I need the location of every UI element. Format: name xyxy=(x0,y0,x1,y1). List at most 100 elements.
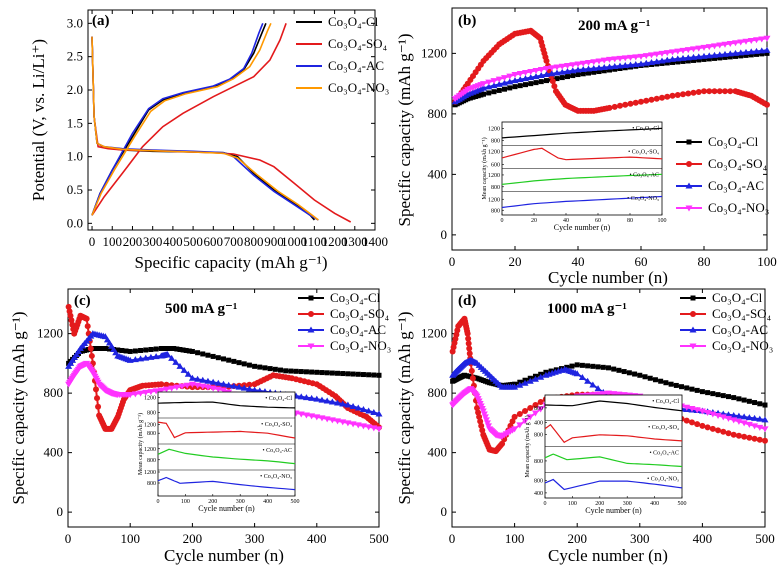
series-AC-point xyxy=(131,356,139,363)
y-tick-label: 400 xyxy=(428,445,448,460)
series-NO3-point xyxy=(359,423,367,430)
y-axis-label-b: Specific capacity (mAh g⁻¹) xyxy=(395,34,414,227)
series-Cl-point xyxy=(278,367,284,373)
series-NO3-point xyxy=(194,382,202,389)
series-NO3-point xyxy=(349,421,357,428)
x-tick-label: 20 xyxy=(509,254,522,269)
series-SO4-point xyxy=(715,427,722,434)
series-NO3-point xyxy=(537,406,545,413)
series-AC-point xyxy=(742,48,750,55)
series-NO3-point xyxy=(370,425,378,432)
series-NO3-point xyxy=(683,404,691,411)
inset-series-1 xyxy=(157,421,296,439)
series-Cl-point xyxy=(174,346,180,352)
series-SO4-point xyxy=(699,422,706,429)
inset-y-tick-label: 1200 xyxy=(488,197,500,203)
series-AC-point xyxy=(537,373,545,380)
series-AC-point xyxy=(653,58,661,65)
series-Cl-point xyxy=(473,93,479,99)
series-AC-point xyxy=(585,65,592,72)
x-tick-label: 200 xyxy=(567,531,587,546)
rate-label-c: 500 mA g⁻¹ xyxy=(165,301,237,317)
y-tick-label: 400 xyxy=(44,445,64,460)
series-NO3-point xyxy=(516,422,524,429)
series-Cl-point xyxy=(626,370,632,376)
series-Cl-point xyxy=(668,381,674,387)
series-Cl-point xyxy=(355,371,361,377)
series-SO4-point xyxy=(669,92,676,99)
series-NO3-point xyxy=(157,387,165,394)
series-SO4-point xyxy=(694,421,701,428)
series-NO3-point xyxy=(690,46,697,53)
inset-x-axis-label: Cycle number (n) xyxy=(585,506,642,515)
series-SO4-point xyxy=(606,104,613,111)
series-AC-point xyxy=(220,380,227,387)
series-SO4-point xyxy=(94,395,101,402)
series-NO3-point xyxy=(522,70,529,77)
series-Cl-point xyxy=(647,375,653,381)
series-SO4-point xyxy=(664,93,671,100)
series-Cl-point xyxy=(236,360,242,366)
series-NO3-point xyxy=(532,68,540,75)
series-Cl-point xyxy=(743,52,749,58)
series-NO3-point xyxy=(220,387,227,394)
series-NO3-point xyxy=(214,386,222,393)
series-Cl-point xyxy=(658,378,664,384)
inset-x-tick-label: 500 xyxy=(678,501,687,507)
x-tick-label: 1000 xyxy=(281,234,307,249)
series-Cl-point xyxy=(246,362,252,368)
series-Cl-point xyxy=(215,355,221,361)
x-tick-label: 1100 xyxy=(302,234,328,249)
series-NO3-point xyxy=(763,35,771,42)
series-AC-point xyxy=(344,401,352,408)
charge-curve-Cl xyxy=(91,22,267,216)
legend-label-SO4: Co₃O₄-SO₄ xyxy=(328,36,388,51)
series-NO3-point xyxy=(642,53,650,60)
series-Cl-point xyxy=(694,387,700,393)
series-AC-point xyxy=(594,385,602,392)
series-AC-point xyxy=(679,54,687,61)
series-NO3-point xyxy=(548,65,556,72)
discharge-curve-AC xyxy=(91,36,319,221)
series-AC-point xyxy=(147,353,155,360)
plot-frame-b xyxy=(451,7,768,251)
legend-marker-AC-point xyxy=(689,326,697,333)
legend-label-NO3: Co₃O₄-NO₃ xyxy=(328,80,389,95)
series-Cl-point xyxy=(715,392,721,398)
rate-label-d: 1000 mA g⁻¹ xyxy=(547,301,627,317)
series-AC-point xyxy=(595,64,603,71)
series-Cl-point xyxy=(345,371,351,377)
series-Cl-point xyxy=(481,91,486,97)
series-NO3-point xyxy=(328,417,336,424)
y-tick-label: 0.0 xyxy=(67,215,83,230)
series-NO3-point xyxy=(574,61,582,68)
inset-series-2 xyxy=(544,453,683,468)
series-SO4-point xyxy=(746,434,753,441)
legend-label-AC: Co₃O₄-AC xyxy=(708,178,764,193)
inset-series-3 xyxy=(157,476,296,491)
series-AC-point xyxy=(747,48,755,55)
series-SO4-point xyxy=(695,88,702,95)
series-SO4-point xyxy=(246,381,253,388)
legend-label-NO3: Co₃O₄-NO₃ xyxy=(712,338,773,353)
series-Cl-point xyxy=(663,380,669,386)
y-tick-label: 2.0 xyxy=(67,82,83,97)
y-tick-label: 800 xyxy=(428,106,448,121)
x-tick-label: 500 xyxy=(369,531,389,546)
series-NO3-point xyxy=(137,390,145,397)
series-AC-point xyxy=(490,82,498,89)
series-SO4-point xyxy=(638,98,644,105)
series-Cl-point xyxy=(741,397,747,403)
series-NO3-point xyxy=(599,391,607,398)
series-Cl-point xyxy=(528,81,534,87)
series-Cl-point xyxy=(691,57,696,63)
series-AC-point xyxy=(637,60,645,67)
y-tick-label: 1200 xyxy=(421,45,447,60)
panel-label-b: (b) xyxy=(458,13,476,29)
series-NO3-point xyxy=(516,71,524,78)
series-SO4-point xyxy=(499,440,506,447)
series-NO3-point xyxy=(178,383,186,390)
legend-marker-NO3-point xyxy=(685,205,693,212)
